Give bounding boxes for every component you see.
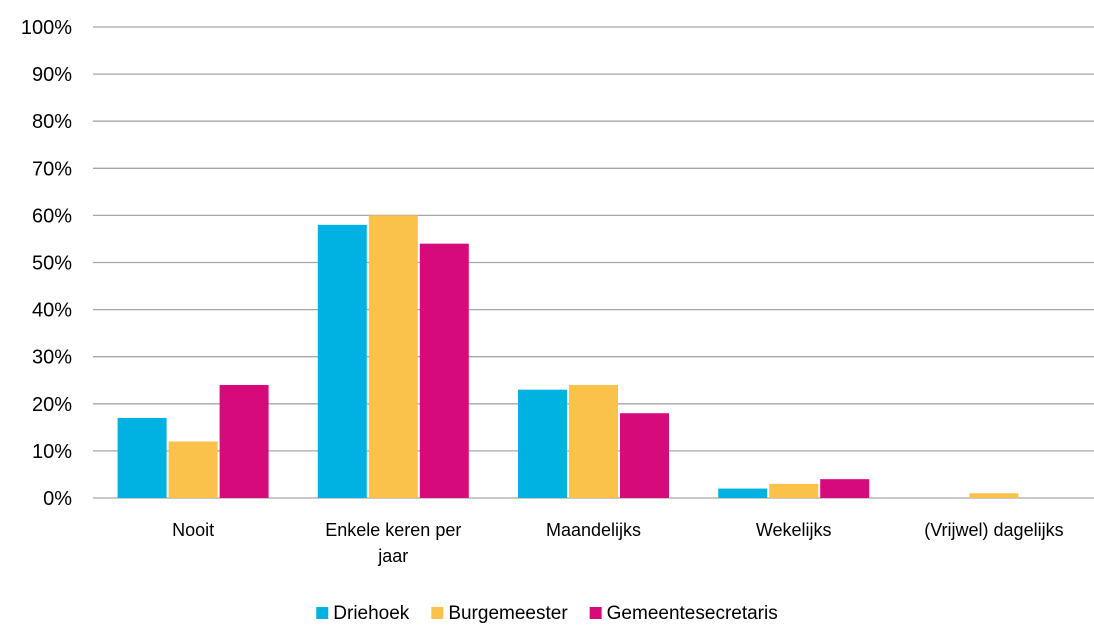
- x-tick-label: jaar: [377, 546, 408, 566]
- bar-gemeentesecretaris-2: [620, 413, 669, 498]
- x-tick-label: Maandelijks: [546, 520, 641, 540]
- bar-driehoek-3: [718, 488, 768, 498]
- bar-burgemeester-4: [969, 493, 1019, 498]
- bar-burgemeester-2: [569, 384, 618, 498]
- y-tick-label: 30%: [32, 347, 72, 369]
- y-tick-label: 40%: [32, 300, 72, 322]
- bar-driehoek-1: [317, 224, 367, 498]
- bar-gemeentesecretaris-0: [219, 384, 269, 498]
- y-tick-label: 80%: [32, 111, 72, 133]
- bar-driehoek-0: [117, 417, 167, 498]
- x-tick-label: Nooit: [172, 520, 214, 540]
- legend-swatch: [316, 607, 329, 619]
- legend: Driehoek Burgemeester Gemeentesecretaris: [316, 603, 778, 624]
- y-axis-ticks: 0% 10% 20% 30% 40% 50% 60% 70% 80% 90% 100%: [21, 17, 72, 510]
- x-axis-ticks: Nooit Enkele keren per jaar Maandelijks Weke…: [172, 520, 1064, 566]
- y-tick-label: 10%: [32, 441, 72, 463]
- legend-label: Burgemeester: [448, 603, 568, 624]
- bar-gemeentesecretaris-3: [820, 479, 870, 498]
- legend-label: Gemeentesecretaris: [607, 603, 778, 624]
- y-tick-label: 50%: [32, 253, 72, 275]
- y-tick-label: 90%: [32, 64, 72, 86]
- bar-burgemeester-3: [769, 483, 819, 498]
- y-tick-label: 0%: [43, 488, 72, 510]
- legend-swatch: [431, 607, 444, 619]
- x-tick-label: Wekelijks: [756, 520, 832, 540]
- legend-item: Driehoek: [316, 603, 410, 624]
- bar-burgemeester-1: [368, 215, 418, 498]
- legend-item: Gemeentesecretaris: [589, 603, 778, 624]
- legend-label: Driehoek: [333, 603, 410, 624]
- y-tick-label: 70%: [32, 158, 72, 180]
- bar-gemeentesecretaris-1: [419, 243, 469, 498]
- legend-swatch: [589, 607, 602, 619]
- bar-burgemeester-0: [168, 441, 218, 498]
- y-tick-label: 60%: [32, 205, 72, 227]
- bar-driehoek-2: [518, 389, 567, 498]
- y-tick-label: 20%: [32, 394, 72, 416]
- legend-item: Burgemeester: [431, 603, 568, 624]
- x-tick-label: (Vrijwel) dagelijks: [924, 520, 1063, 540]
- y-tick-label: 100%: [21, 17, 72, 39]
- x-tick-label: Enkele keren per: [325, 520, 461, 540]
- bars: [117, 215, 1019, 498]
